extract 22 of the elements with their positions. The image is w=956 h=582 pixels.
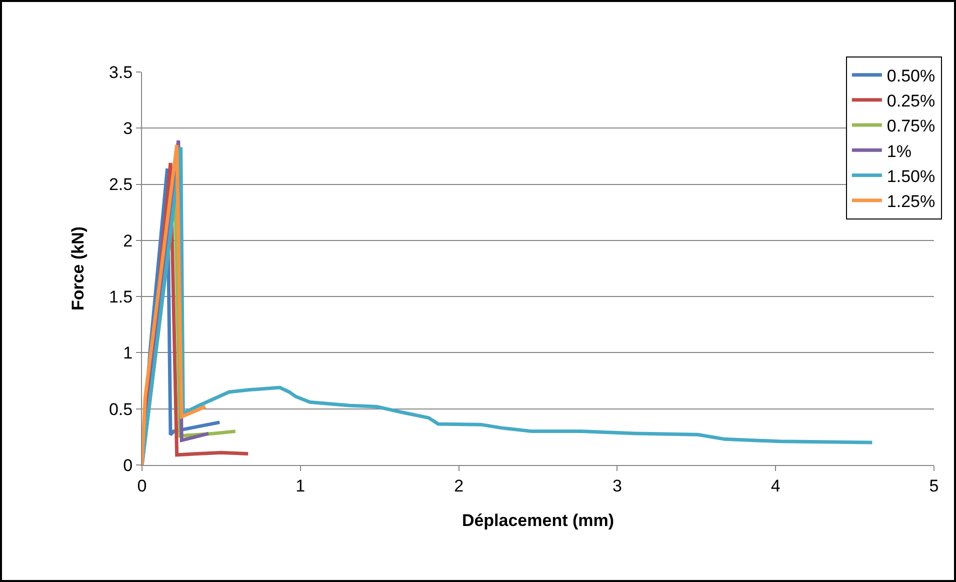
legend-label: 1.50% (886, 166, 936, 186)
legend-label: 1.25% (886, 192, 936, 211)
x-axis-title: Déplacement (mm) (462, 511, 614, 530)
y-axis-title: Force (kN) (68, 226, 88, 311)
y-tick-label: 0.5 (108, 400, 133, 419)
x-tick-label: 1 (296, 476, 306, 496)
y-tick-label: 1 (123, 344, 133, 363)
y-tick-label: 3.5 (108, 62, 133, 82)
legend-label: 0.50% (886, 66, 936, 86)
legend-label: 0.25% (886, 92, 936, 111)
y-tick-label: 0 (123, 456, 133, 475)
y-tick-label: 3 (123, 119, 133, 138)
x-tick-label: 0 (137, 476, 147, 496)
y-tick-label: 2 (123, 231, 133, 250)
legend-label: 1% (886, 142, 912, 161)
x-tick-label: 4 (770, 476, 780, 496)
x-tick-label: 3 (612, 476, 622, 496)
y-tick-label: 1.5 (108, 288, 133, 307)
legend-label: 0.75% (886, 116, 936, 136)
x-tick-label: 2 (454, 476, 464, 496)
y-tick-label: 2.5 (108, 175, 133, 194)
x-tick-label: 5 (929, 476, 939, 496)
